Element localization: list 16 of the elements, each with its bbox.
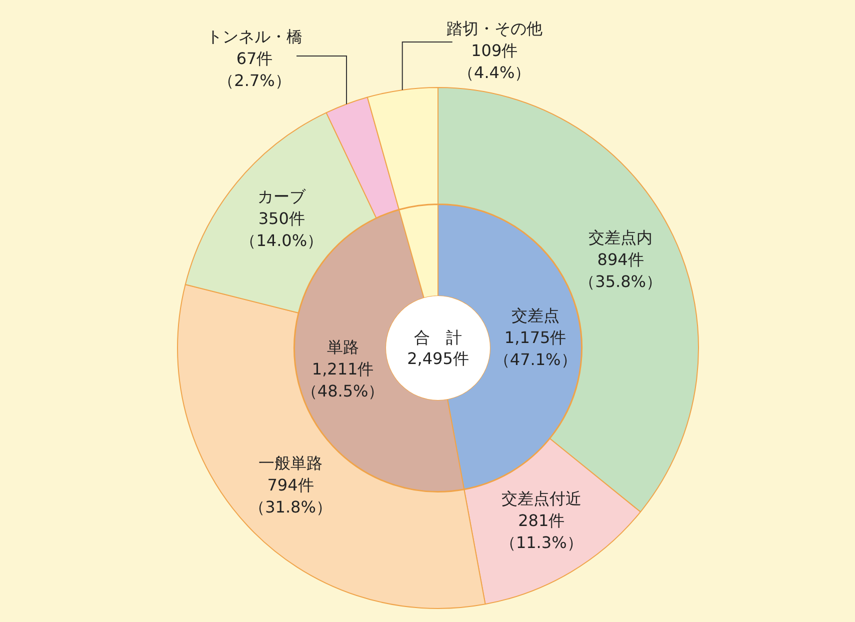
slice-label: トンネル・橋	[206, 27, 303, 46]
data-label: 1,175件（47.1%）	[494, 328, 577, 370]
data-label: 281件（11.3%）	[500, 511, 583, 552]
slice-label: カーブ	[258, 186, 307, 206]
slice-label: 交差点内	[588, 228, 653, 248]
data-label: 794件（31.8%）	[249, 476, 332, 517]
data-label: 1,211件（48.5%）	[301, 359, 384, 400]
data-label: 894件（35.8%）	[579, 250, 662, 292]
data-label: 109件（4.4%）	[458, 41, 531, 82]
slice-label: 交差点	[511, 306, 560, 326]
slice-label: 交差点付近	[501, 489, 582, 508]
data-label: 350件（14.0%）	[240, 208, 324, 250]
data-label: 67件（2.7%）	[218, 49, 291, 90]
slice-label: 一般単路	[258, 454, 323, 473]
slice-label: 踏切・その他	[446, 19, 542, 38]
slice-label: 単路	[326, 337, 359, 356]
